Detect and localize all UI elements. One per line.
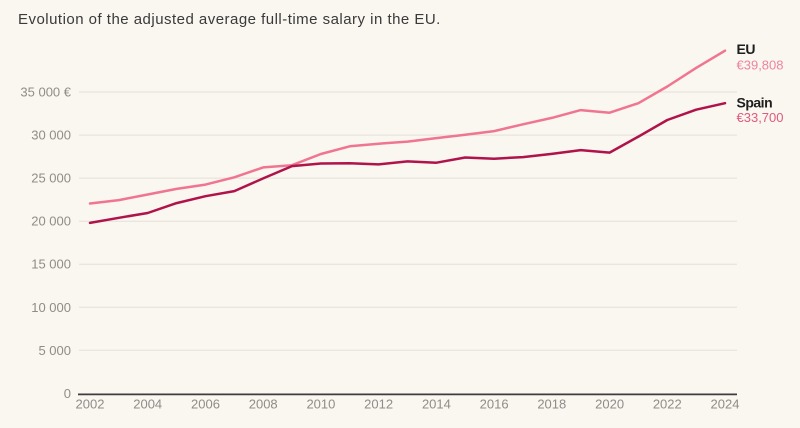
svg-text:20 000: 20 000	[31, 214, 71, 229]
svg-text:Spain: Spain	[737, 95, 773, 111]
svg-text:0: 0	[64, 386, 71, 401]
svg-text:2002: 2002	[76, 397, 105, 412]
svg-text:€33,700: €33,700	[737, 110, 784, 125]
svg-text:2024: 2024	[711, 397, 740, 412]
svg-text:15 000: 15 000	[31, 257, 71, 272]
svg-text:EU: EU	[737, 41, 756, 57]
svg-text:2010: 2010	[306, 397, 335, 412]
svg-text:2008: 2008	[249, 397, 278, 412]
svg-text:2018: 2018	[537, 397, 566, 412]
svg-text:35 000 €: 35 000 €	[20, 85, 71, 100]
svg-text:2006: 2006	[191, 397, 220, 412]
svg-text:5 000: 5 000	[38, 343, 71, 358]
svg-text:2012: 2012	[364, 397, 393, 412]
svg-text:2016: 2016	[480, 397, 509, 412]
svg-text:2004: 2004	[133, 397, 162, 412]
svg-text:2022: 2022	[653, 397, 682, 412]
svg-text:30 000: 30 000	[31, 128, 71, 143]
svg-text:2014: 2014	[422, 397, 451, 412]
svg-text:2020: 2020	[595, 397, 624, 412]
svg-text:25 000: 25 000	[31, 171, 71, 186]
svg-text:10 000: 10 000	[31, 300, 71, 315]
svg-text:€39,808: €39,808	[737, 57, 784, 72]
